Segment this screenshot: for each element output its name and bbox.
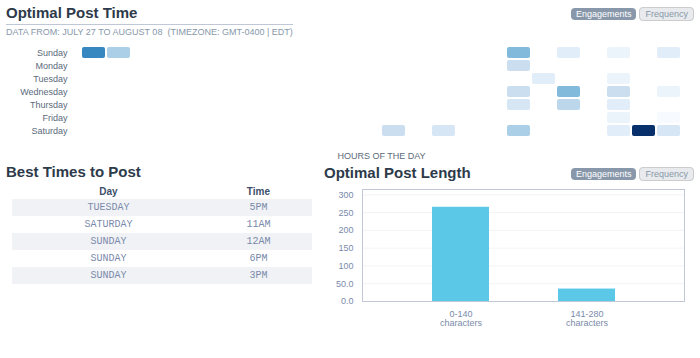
svg-text:Wednesday: Wednesday <box>20 87 68 97</box>
svg-text:Saturday: Saturday <box>31 126 68 136</box>
html-text:Best Times to Post: Best Times to Post <box>6 163 141 180</box>
svg-text:141-280characters: 141-280characters <box>566 309 609 328</box>
html-text:3PM: 3PM <box>249 270 268 281</box>
svg-text:Tuesday: Tuesday <box>33 74 68 84</box>
svg-text:Sunday: Sunday <box>37 48 68 58</box>
svg-text:150: 150 <box>338 243 353 253</box>
svg-text:250: 250 <box>338 207 353 217</box>
svg-text:300: 300 <box>338 190 353 200</box>
svg-text:200: 200 <box>338 225 353 235</box>
svg-text:0.0: 0.0 <box>341 296 354 306</box>
html-text:Engagements: Engagements <box>575 169 632 179</box>
html-text:Optimal Post Time: Optimal Post Time <box>6 3 138 21</box>
svg-text:Thursday: Thursday <box>30 100 68 110</box>
html-text:6PM: 6PM <box>249 253 268 264</box>
html-text:SATURDAY: SATURDAY <box>84 219 133 230</box>
html-text:11AM: 11AM <box>246 219 271 230</box>
html-text:Optimal Post Length: Optimal Post Length <box>324 163 471 181</box>
svg-text:Friday: Friday <box>42 113 68 123</box>
html-text:SUNDAY: SUNDAY <box>90 253 127 264</box>
html-text:DATA FROM: JULY 27 TO AUGUST 0: DATA FROM: JULY 27 TO AUGUST 08 (TIMEZON… <box>6 27 293 37</box>
svg-text:50.0: 50.0 <box>336 279 354 289</box>
html-text:Frequency: Frequency <box>645 169 688 179</box>
html-text:SUNDAY: SUNDAY <box>90 236 127 247</box>
html-text:12AM: 12AM <box>246 236 271 247</box>
svg-text:Monday: Monday <box>35 61 68 71</box>
html-text:Engagements: Engagements <box>575 9 632 19</box>
svg-text:HOURS OF THE DAY: HOURS OF THE DAY <box>337 151 425 161</box>
svg-text:100: 100 <box>338 261 353 271</box>
svg-text:0-140characters: 0-140characters <box>440 309 483 328</box>
html-text:Day: Day <box>99 186 118 197</box>
html-text:5PM: 5PM <box>249 202 268 213</box>
html-text:SUNDAY: SUNDAY <box>90 270 127 281</box>
html-text:Time: Time <box>246 186 270 197</box>
html-text:Frequency: Frequency <box>645 9 688 19</box>
html-text:TUESDAY: TUESDAY <box>87 202 130 213</box>
